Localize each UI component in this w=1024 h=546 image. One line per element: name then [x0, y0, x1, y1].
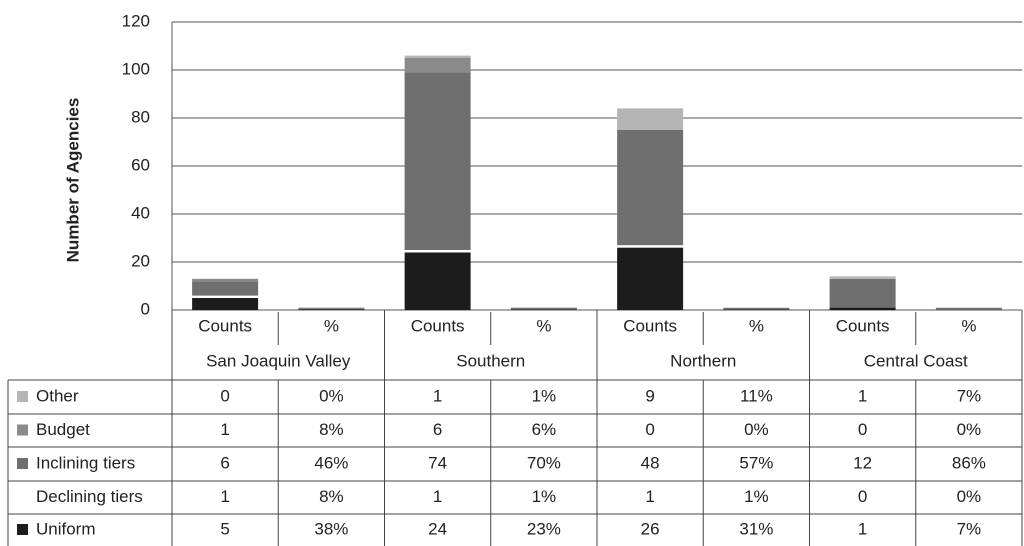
bar-segment	[617, 108, 684, 130]
table-cell: 1	[858, 386, 867, 405]
y-tick-label: 60	[131, 155, 150, 174]
table-cell: 0	[220, 386, 229, 405]
table-cell: 48	[641, 453, 660, 472]
x-tick-label: %	[536, 316, 551, 335]
table-cell: 0%	[957, 487, 982, 506]
group-label: Southern	[456, 351, 525, 370]
table-cell: 6	[433, 420, 442, 439]
table-cell: 8%	[319, 420, 344, 439]
table-cell: 57%	[739, 453, 773, 472]
table-cell: 31%	[739, 519, 773, 538]
x-tick-label: %	[749, 316, 764, 335]
bar-segment	[192, 298, 259, 310]
table-cell: 6	[220, 453, 229, 472]
table-cell: 1%	[744, 487, 769, 506]
table-cell: 70%	[527, 453, 561, 472]
table-cell: 8%	[319, 487, 344, 506]
bar-segment	[510, 309, 577, 310]
table-cell: 0	[645, 420, 654, 439]
bar-segment	[617, 247, 684, 310]
bar-segment	[935, 307, 1002, 310]
group-label: Central Coast	[864, 351, 968, 370]
bar-segment	[829, 307, 896, 310]
table-cell: 26	[641, 519, 660, 538]
table-cell: 1	[220, 487, 229, 506]
bar-segment	[192, 281, 259, 296]
y-tick-label: 80	[131, 107, 150, 126]
bar-segment	[723, 309, 790, 310]
table-cell: 46%	[314, 453, 348, 472]
table-cell: 7%	[957, 386, 982, 405]
table-cell: 1	[433, 386, 442, 405]
legend-label: Uniform	[36, 519, 96, 538]
table-cell: 0%	[957, 420, 982, 439]
table-cell: 7%	[957, 519, 982, 538]
table-cell: 1%	[532, 386, 557, 405]
bar-segment	[617, 245, 684, 248]
table-cell: 1	[645, 487, 654, 506]
legend-label: Other	[36, 386, 79, 405]
legend-label: Declining tiers	[36, 487, 143, 506]
table-cell: 5	[220, 519, 229, 538]
group-label: San Joaquin Valley	[206, 351, 351, 370]
legend-swatch	[17, 391, 28, 402]
table-cell: 74	[428, 453, 447, 472]
table-cell: 12	[853, 453, 872, 472]
bar-segment	[404, 250, 471, 253]
table-cell: 86%	[952, 453, 986, 472]
table-cell: 1	[858, 519, 867, 538]
bar-segment	[192, 278, 259, 282]
x-tick-label: Counts	[836, 316, 890, 335]
bar-segment	[298, 309, 365, 310]
table-cell: 38%	[314, 519, 348, 538]
y-axis-label: Number of Agencies	[63, 98, 82, 263]
x-tick-label: %	[324, 316, 339, 335]
x-tick-label: Counts	[411, 316, 465, 335]
y-tick-label: 100	[122, 59, 150, 78]
legend-swatch	[17, 424, 28, 436]
x-tick-label: Counts	[198, 316, 252, 335]
bar-segment	[723, 307, 790, 310]
bar-segment	[404, 72, 471, 251]
legend-label: Inclining tiers	[36, 453, 135, 472]
bar-segment	[192, 295, 259, 298]
table-cell: 23%	[527, 519, 561, 538]
bar-segment	[617, 130, 684, 246]
table-cell: 0	[858, 487, 867, 506]
legend-swatch	[17, 524, 28, 535]
group-label: Northern	[670, 351, 736, 370]
table-cell: 1	[433, 487, 442, 506]
x-tick-label: Counts	[623, 316, 677, 335]
table-cell: 1%	[532, 487, 557, 506]
table-cell: 9	[645, 386, 654, 405]
legend-label: Budget	[36, 420, 90, 439]
y-tick-label: 120	[122, 11, 150, 30]
table-cell: 24	[428, 519, 447, 538]
table-cell: 1	[220, 420, 229, 439]
legend-swatch	[17, 458, 28, 469]
bar-segment	[404, 58, 471, 73]
bar-segment	[829, 278, 896, 308]
x-tick-label: %	[961, 316, 976, 335]
table-cell: 0%	[319, 386, 344, 405]
table-cell: 6%	[532, 420, 557, 439]
table-cell: 11%	[740, 386, 773, 405]
bar-segment	[404, 252, 471, 310]
bar-segment	[404, 55, 471, 58]
y-tick-label: 0	[141, 299, 150, 318]
table-cell: 0%	[744, 420, 769, 439]
table-cell: 0	[858, 420, 867, 439]
y-tick-label: 20	[131, 251, 150, 270]
bar-segment	[298, 307, 365, 309]
bar-segment	[510, 307, 577, 310]
bar-segment	[829, 276, 896, 279]
y-tick-label: 40	[131, 203, 150, 222]
